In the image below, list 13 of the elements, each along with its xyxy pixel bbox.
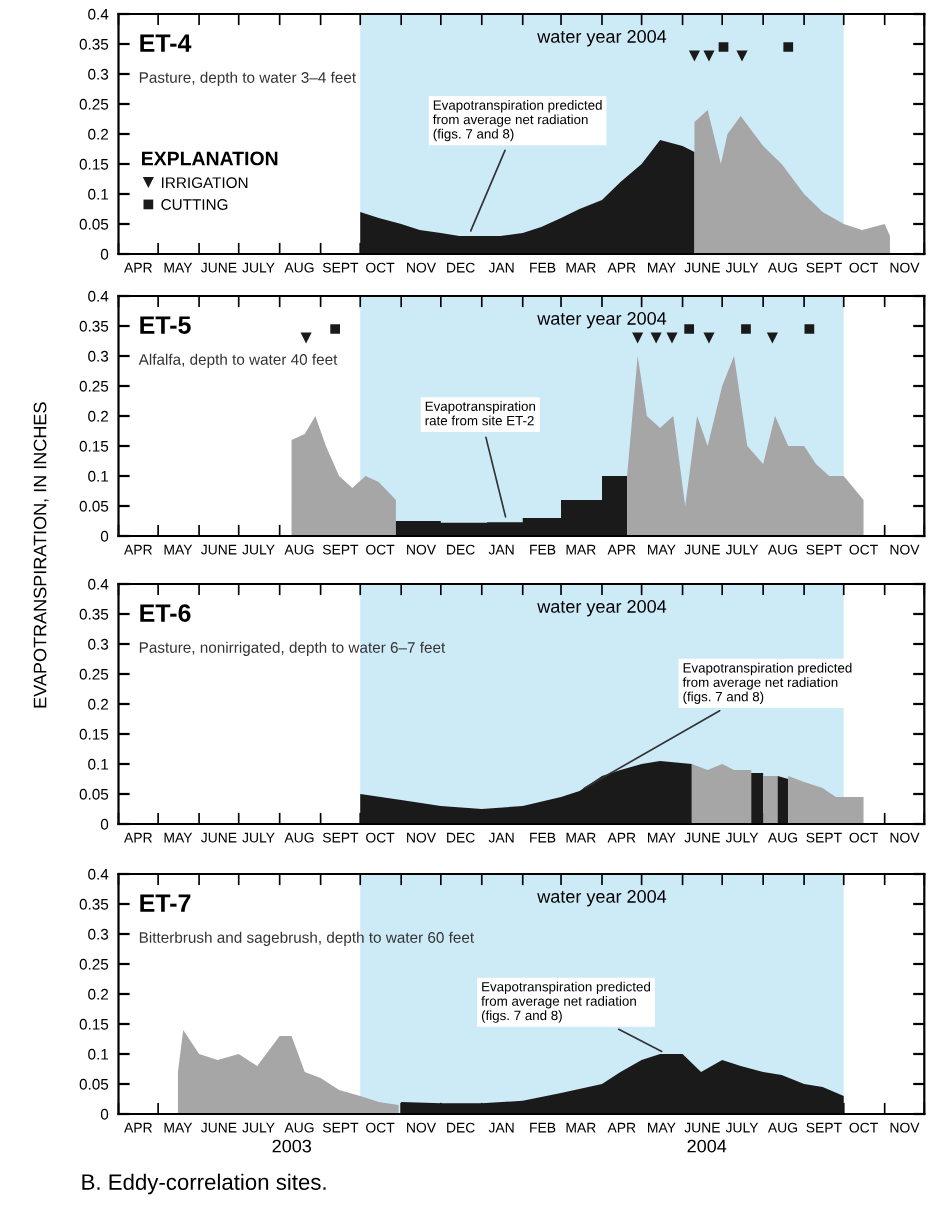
band-label: water year 2004 (537, 30, 667, 47)
text: B. Eddy-correlation sites. (82, 1173, 326, 1195)
y-axis-title: EVAPOTRANSPIRATION, IN INCHES (33, 402, 49, 708)
band-label: water year 2004 (537, 600, 667, 617)
text: ET-6 (140, 604, 191, 622)
text: ET-7 (140, 894, 191, 912)
legend-title: EXPLANATION (142, 151, 278, 166)
text: ET-4 (140, 34, 192, 52)
text: ET-5 (140, 316, 191, 334)
band-label: water year 2004 (537, 890, 667, 907)
band-label: water year 2004 (537, 312, 667, 329)
text: 2004 (687, 1139, 727, 1153)
text: 2003 (272, 1139, 312, 1153)
